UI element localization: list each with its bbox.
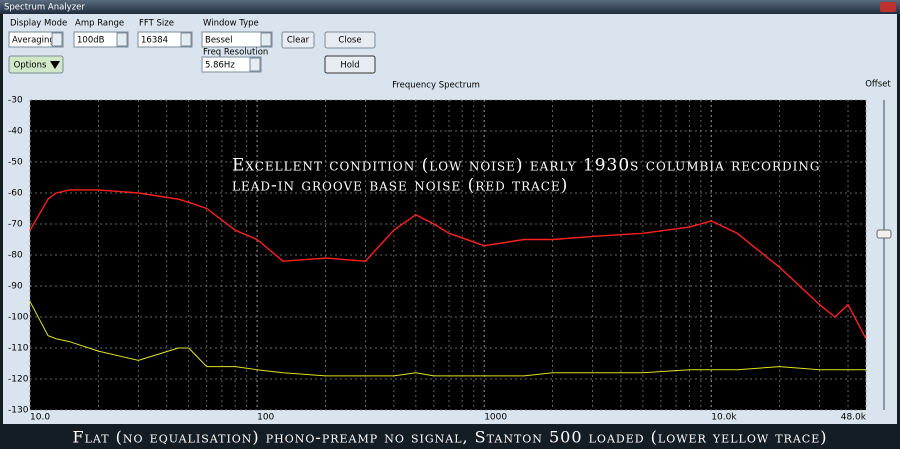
select-value: Bessel — [205, 36, 233, 46]
button-label: Hold — [340, 61, 359, 71]
fft-size-select[interactable] — [137, 31, 193, 48]
y-tick-label: -80 — [8, 251, 23, 261]
y-tick-label: -50 — [8, 158, 23, 168]
select-value: 100dB — [77, 36, 105, 46]
annotation: lead-in groove base noise (red trace) — [232, 176, 568, 196]
close-window-button[interactable] — [880, 2, 896, 12]
offset-slider[interactable] — [876, 229, 892, 239]
offset-label: Offset — [865, 80, 891, 90]
y-tick-label: -100 — [8, 313, 29, 323]
dropdown-arrow[interactable] — [260, 32, 272, 47]
dropdown-arrow[interactable] — [249, 57, 261, 72]
button-label: Clear — [287, 36, 310, 46]
control-label: Display Mode — [10, 19, 67, 29]
y-tick-label: -60 — [8, 189, 23, 199]
caption: Flat (no equalisation) phono-preamp no s… — [73, 428, 828, 447]
annotation: Excellent condition (low noise) early 19… — [232, 156, 820, 176]
amp-range-select[interactable] — [73, 31, 129, 48]
control-label: Freq Resolution — [203, 48, 268, 58]
window-title: Spectrum Analyzer — [4, 3, 85, 13]
select-value: 16384 — [141, 36, 168, 46]
options-button[interactable] — [8, 55, 64, 74]
x-tick-label: 100 — [257, 413, 274, 423]
y-tick-label: -30 — [8, 96, 23, 106]
select-value: Averaging — [12, 36, 55, 46]
trace — [29, 301, 866, 377]
dropdown-arrow[interactable] — [51, 32, 63, 47]
control-label: Amp Range — [75, 19, 124, 29]
control-label: FFT Size — [139, 19, 174, 29]
y-tick-label: -130 — [8, 406, 29, 416]
y-tick-label: -70 — [8, 220, 23, 230]
y-tick-label: -110 — [8, 344, 29, 354]
dropdown-arrow[interactable] — [116, 32, 128, 47]
window-type-select[interactable] — [201, 31, 273, 48]
options-arrow — [50, 61, 60, 69]
display-mode-select[interactable] — [8, 31, 64, 48]
trace — [29, 189, 867, 340]
x-tick-label: 1000 — [484, 413, 507, 423]
dropdown-arrow[interactable] — [180, 32, 192, 47]
chart-title: Frequency Spectrum — [392, 81, 480, 91]
freq-resolution-select[interactable] — [201, 56, 262, 73]
clear-button[interactable] — [281, 31, 315, 49]
button-label: Close — [338, 36, 361, 46]
x-tick-label: 48.0k — [841, 413, 867, 423]
y-tick-label: -90 — [8, 282, 23, 292]
title-bar — [0, 0, 900, 14]
button-label: Options — [14, 61, 47, 71]
x-tick-label: 10.0k — [711, 413, 737, 423]
hold-button[interactable] — [324, 55, 376, 74]
control-label: Window Type — [203, 19, 259, 29]
y-tick-label: -40 — [8, 127, 23, 137]
x-tick-label: 10.0 — [30, 413, 50, 423]
select-value: 5.86Hz — [205, 61, 235, 71]
close-button[interactable] — [324, 31, 376, 49]
y-tick-label: -120 — [8, 375, 29, 385]
